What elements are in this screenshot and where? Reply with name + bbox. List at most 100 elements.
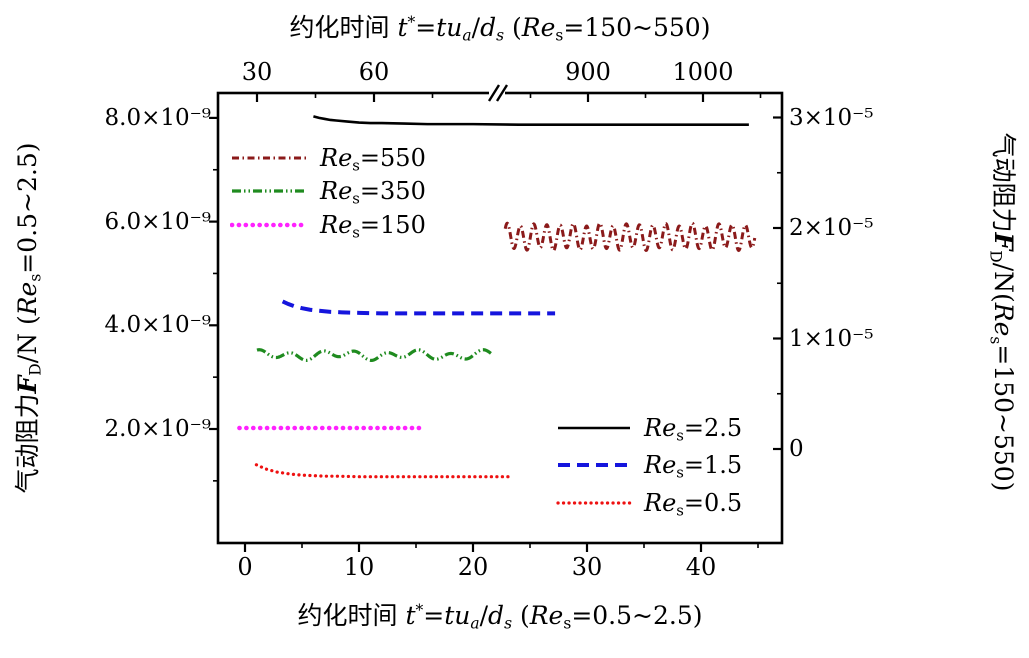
text-fragment: =150~550) xyxy=(563,13,711,42)
text-fragment: s xyxy=(676,501,684,520)
text-fragment: s xyxy=(352,189,360,208)
right-axis-tick-label: 1×10⁻⁵ xyxy=(789,325,874,352)
text-fragment: tu xyxy=(444,601,471,630)
text-fragment: D xyxy=(986,250,1005,263)
text-fragment: s xyxy=(352,156,360,175)
text-fragment: / xyxy=(479,601,489,630)
text-fragment: = xyxy=(415,13,437,42)
series-line-Res550 xyxy=(503,221,757,253)
legend-line-swatch xyxy=(232,156,306,160)
series-line-Res0.5 xyxy=(254,463,515,479)
text-fragment: /N( xyxy=(989,262,1018,303)
text-fragment: * xyxy=(415,601,424,620)
text-fragment: s xyxy=(555,26,564,45)
text-fragment: 约化时间 xyxy=(297,601,406,630)
text-fragment: * xyxy=(407,13,416,32)
left-axis-tick-label: 4.0×10⁻⁹ xyxy=(104,312,211,339)
legend-entry-Res550: Res=550 xyxy=(230,141,426,175)
text-fragment: Re xyxy=(644,451,677,480)
text-fragment: s xyxy=(496,26,505,45)
text-fragment: 气动阻力 xyxy=(989,132,1018,233)
text-fragment: D xyxy=(26,363,45,376)
text-fragment: Re xyxy=(521,13,556,42)
text-fragment: d xyxy=(480,13,497,42)
right-axis-tick-label: 2×10⁻⁵ xyxy=(789,215,874,241)
text-fragment: s xyxy=(676,463,684,482)
bottom-axis-tick-label: 0 xyxy=(237,553,253,581)
legend-entry-Res0.5: Res=0.5 xyxy=(556,484,742,522)
bottom-axis-tick-label: 30 xyxy=(571,553,603,581)
text-fragment: =150~550) xyxy=(989,344,1018,492)
text-fragment: =1.5 xyxy=(683,451,743,480)
right-axis-tick-label: 3×10⁻⁵ xyxy=(789,104,874,131)
text-fragment: s xyxy=(26,273,45,282)
legend-line-swatch xyxy=(558,463,630,468)
legend-label: Res=0.5 xyxy=(644,488,743,518)
text-fragment: t xyxy=(397,13,408,42)
text-fragment: s xyxy=(504,614,513,633)
axis-break-slash-icon xyxy=(495,84,509,102)
text-fragment: Re xyxy=(320,210,353,239)
series-line-Res1.5 xyxy=(281,299,556,316)
text-fragment: =0.5~2.5) xyxy=(571,601,703,630)
left-axis-tick-label: 2.0×10⁻⁹ xyxy=(104,416,211,442)
legend-label: Res=2.5 xyxy=(644,413,743,443)
legend-entry-Res150: Res=150 xyxy=(230,208,426,242)
right-axis-tick-label: 0 xyxy=(789,436,804,462)
text-fragment: =0.5 xyxy=(683,488,743,517)
legend-line-swatch xyxy=(556,501,632,505)
series-line-Res2.5 xyxy=(313,115,749,126)
top-axis-tick-label: 900 xyxy=(565,58,611,86)
left-axis-tick-label: 6.0×10⁻⁹ xyxy=(104,208,211,235)
left-axis-tick-label: 8.0×10⁻⁹ xyxy=(104,104,211,131)
text-fragment: Re xyxy=(644,488,677,517)
legend-entry-Res1.5: Res=1.5 xyxy=(556,447,742,485)
bottom-axis-tick-label: 20 xyxy=(457,553,489,581)
text-fragment: 气动阻力 xyxy=(13,393,42,494)
legend-line-swatch xyxy=(232,189,306,193)
text-fragment: /N ( xyxy=(13,315,42,364)
top-axis-title: 约化时间 t*=tua/ds (Res=150~550) xyxy=(150,8,850,44)
text-fragment: Re xyxy=(320,177,353,206)
text-fragment: F xyxy=(989,232,1018,251)
text-fragment: =0.5~2.5) xyxy=(13,142,42,274)
legend-low-reynolds: Res=2.5 Res=1.5 Res=0.5 xyxy=(556,409,742,522)
legend-high-reynolds: Res=550 Res=350 Res=150 xyxy=(230,141,426,242)
bottom-axis-tick-label: 40 xyxy=(685,553,717,581)
text-fragment: =150 xyxy=(359,210,426,239)
text-fragment: Re xyxy=(529,601,564,630)
left-axis-title: 气动阻力FD/N (Res=0.5~2.5) xyxy=(11,68,45,568)
top-axis-tick-label: 1000 xyxy=(672,58,734,86)
legend-label: Res=150 xyxy=(320,210,426,240)
legend-label: Res=550 xyxy=(320,143,426,173)
legend-line-swatch xyxy=(230,222,308,228)
bottom-axis-title: 约化时间 t*=tua/ds (Res=0.5~2.5) xyxy=(150,596,850,632)
text-fragment: d xyxy=(488,601,505,630)
legend-line-swatch xyxy=(558,426,630,430)
text-fragment: a xyxy=(470,614,480,633)
text-fragment: s xyxy=(676,426,684,445)
text-fragment: Re xyxy=(320,143,353,172)
axis-break-gap xyxy=(489,90,505,96)
text-fragment: s xyxy=(563,614,572,633)
legend-entry-Res2.5: Res=2.5 xyxy=(556,409,742,447)
top-axis-tick-label: 60 xyxy=(358,58,390,86)
text-fragment: ( xyxy=(504,13,522,42)
text-fragment: / xyxy=(471,13,481,42)
text-fragment: =2.5 xyxy=(683,413,743,442)
text-fragment: ( xyxy=(512,601,530,630)
text-fragment: t xyxy=(405,601,416,630)
legend-label: Res=350 xyxy=(320,177,426,206)
text-fragment: s xyxy=(352,223,360,242)
text-fragment: 约化时间 xyxy=(289,13,398,42)
text-fragment: a xyxy=(462,26,472,45)
text-fragment: tu xyxy=(436,13,463,42)
bottom-axis-tick-label: 10 xyxy=(343,553,375,581)
text-fragment: =550 xyxy=(359,143,426,172)
legend-entry-Res350: Res=350 xyxy=(230,175,426,209)
text-fragment: F xyxy=(13,375,42,394)
right-axis-title: 气动阻力FD/N(Res=150~550) xyxy=(986,62,1020,562)
text-fragment: = xyxy=(423,601,445,630)
